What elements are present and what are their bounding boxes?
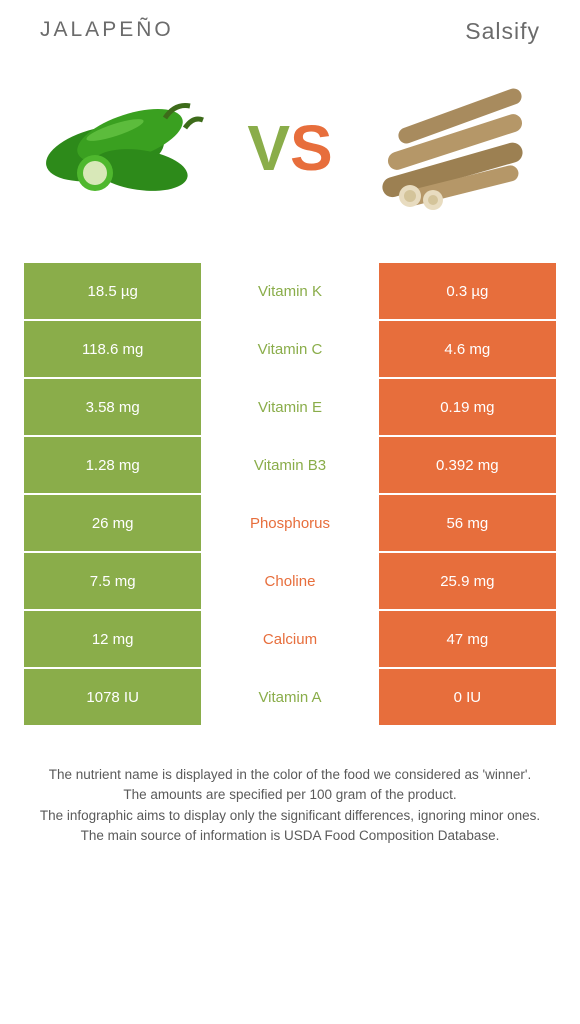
footer-line: The infographic aims to display only the… [24,806,556,826]
vs-badge: VS [247,111,332,185]
table-row: 1078 IU Vitamin A 0 IU [24,669,556,725]
vs-s-letter: S [290,111,333,185]
nutrient-label: Vitamin B3 [201,437,378,493]
right-value: 25.9 mg [379,553,556,609]
nutrient-label: Choline [201,553,378,609]
images-row: VS [0,53,580,243]
right-value: 47 mg [379,611,556,667]
nutrient-label: Vitamin E [201,379,378,435]
right-value: 0.392 mg [379,437,556,493]
footer-notes: The nutrient name is displayed in the co… [24,765,556,846]
right-value: 0.19 mg [379,379,556,435]
nutrient-label: Vitamin K [201,263,378,319]
table-row: 118.6 mg Vitamin C 4.6 mg [24,321,556,377]
jalapeno-image [30,68,220,228]
salsify-image [360,68,550,228]
nutrient-label: Vitamin C [201,321,378,377]
vs-v-letter: V [247,111,290,185]
footer-line: The main source of information is USDA F… [24,826,556,846]
nutrient-label: Calcium [201,611,378,667]
table-row: 12 mg Calcium 47 mg [24,611,556,667]
nutrient-label: Vitamin A [201,669,378,725]
nutrient-label: Phosphorus [201,495,378,551]
left-value: 118.6 mg [24,321,201,377]
salsify-icon [365,78,545,218]
comparison-table: 18.5 µg Vitamin K 0.3 µg 118.6 mg Vitami… [24,263,556,725]
footer-line: The amounts are specified per 100 gram o… [24,785,556,805]
table-row: 18.5 µg Vitamin K 0.3 µg [24,263,556,319]
header: JALAPEÑO Salsify [0,0,580,53]
left-value: 26 mg [24,495,201,551]
right-value: 4.6 mg [379,321,556,377]
left-value: 1078 IU [24,669,201,725]
title-right: Salsify [465,18,540,45]
left-value: 1.28 mg [24,437,201,493]
right-value: 56 mg [379,495,556,551]
table-row: 3.58 mg Vitamin E 0.19 mg [24,379,556,435]
left-value: 18.5 µg [24,263,201,319]
jalapeno-icon [35,78,215,218]
table-row: 1.28 mg Vitamin B3 0.392 mg [24,437,556,493]
left-value: 12 mg [24,611,201,667]
left-value: 7.5 mg [24,553,201,609]
left-value: 3.58 mg [24,379,201,435]
table-row: 7.5 mg Choline 25.9 mg [24,553,556,609]
footer-line: The nutrient name is displayed in the co… [24,765,556,785]
title-left: JALAPEÑO [40,18,174,45]
right-value: 0.3 µg [379,263,556,319]
right-value: 0 IU [379,669,556,725]
table-row: 26 mg Phosphorus 56 mg [24,495,556,551]
